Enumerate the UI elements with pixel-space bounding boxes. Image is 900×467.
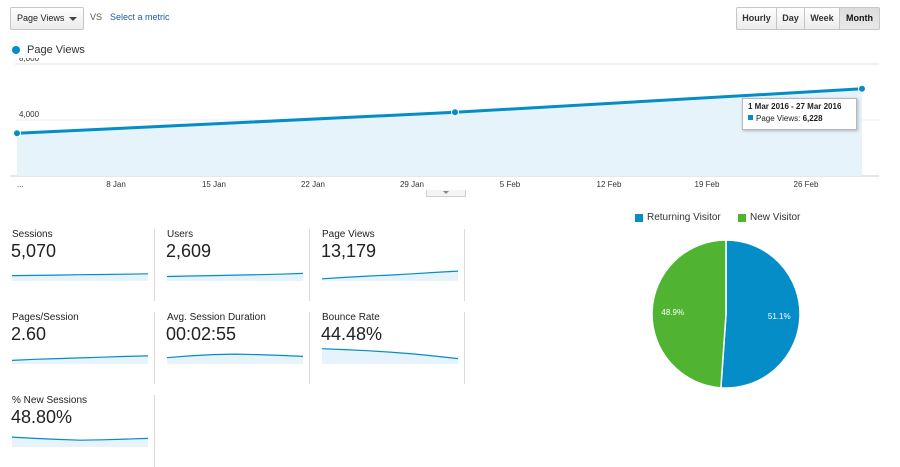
metric-value: 2,609 [166,241,212,261]
x-tick-label: ... [17,180,24,189]
metric-label: Bounce Rate [322,312,380,323]
data-point[interactable] [451,108,459,117]
x-tick-label: 29 Jan [400,180,424,189]
metric-label: Sessions [12,229,53,240]
metric-sparkline [11,436,149,447]
data-point[interactable] [13,129,21,138]
returning-visitor-legend-label: Returning Visitor [647,212,721,223]
chevron-down-icon [69,17,77,21]
month-button[interactable]: Month [839,7,880,30]
metric-dropdown[interactable]: Page Views [10,7,84,30]
page-views-chart: 8,000 4,000... 8 Jan 15 Jan 22 Jan 29 Jan 5 Fe… [10,58,879,189]
new-visitor-legend-marker [738,214,746,222]
metric-tile-new-sessions[interactable]: % New Sessions 48.80% [10,395,155,467]
y-tick-label: 8,000 [19,58,40,63]
tooltip-value: 6,228 [802,114,823,123]
metric-tile-sessions[interactable]: Sessions 5,070 [10,229,155,301]
series-area [17,88,862,176]
series-legend-label: Page Views [27,44,85,56]
returning-visitor-legend-marker [635,214,643,222]
sparkline-line [11,436,149,441]
chart-resize-handle[interactable] [426,190,466,197]
chevron-down-icon [443,191,449,194]
day-button[interactable]: Day [776,7,805,30]
week-button[interactable]: Week [804,7,840,30]
metric-label: Users [167,229,194,240]
chart-tooltip: 1 Mar 2016 - 27 Mar 2016 Page Views: 6,2… [742,98,857,130]
metric-sparkline [166,353,304,364]
data-point[interactable] [858,84,866,93]
metric-label: Page Views [322,229,375,240]
metric-sparkline [321,348,459,364]
metric-value: 44.48% [321,324,383,344]
x-tick-label: 15 Jan [202,180,226,189]
sparkline-line [321,270,459,280]
select-metric-link[interactable]: Select a metric [110,12,170,22]
x-tick-label: 19 Feb [695,180,720,189]
pie-slice[interactable] [651,239,727,389]
metric-tile-page-views[interactable]: Page Views 13,179 [320,229,465,301]
metric-sparkline [166,272,304,281]
metric-value: 5,070 [11,241,57,261]
sparkline-area [167,354,303,364]
series-legend-marker [12,46,20,54]
pie-slice-label: 48.9% [661,308,684,317]
x-tick-label: 5 Feb [500,180,521,189]
metric-dropdown-value: Page Views [17,13,65,23]
metric-label: Avg. Session Duration [167,312,266,323]
sparkline-area [12,355,148,364]
metric-value: 48.80% [11,407,73,427]
sparkline-area [322,348,458,364]
metric-sparkline [11,355,149,364]
metric-value: 00:02:55 [166,324,237,344]
visitor-type-pie-chart: 51.1% 48.9% [651,239,801,389]
metric-tile-bounce-rate[interactable]: Bounce Rate 44.48% [320,312,465,384]
tooltip-row: Page Views: 6,228 [748,114,851,123]
metric-sparkline [11,273,149,281]
x-tick-label: 12 Feb [597,180,622,189]
x-tick-label: 26 Feb [794,180,819,189]
metric-tile-pages-per-session[interactable]: Pages/Session 2.60 [10,312,155,384]
x-tick-label: 8 Jan [106,180,126,189]
sparkline-line [321,348,459,360]
tooltip-title: 1 Mar 2016 - 27 Mar 2016 [748,102,842,111]
vs-label: VS [90,12,103,22]
metric-value: 2.60 [11,324,47,344]
metric-sparkline [321,270,459,281]
pie-slice[interactable] [720,239,801,389]
new-visitor-legend-label: New Visitor [750,212,801,223]
hourly-button[interactable]: Hourly [736,7,777,30]
sparkline-area [167,273,303,281]
metric-tile-avg-session-duration[interactable]: Avg. Session Duration 00:02:55 [165,312,310,384]
sparkline-line [11,355,149,361]
tooltip-series-marker [748,115,753,120]
metric-label: % New Sessions [12,395,88,406]
sparkline-line [166,353,304,359]
metric-label: Pages/Session [12,312,79,323]
sparkline-line [11,273,149,277]
sparkline-line [166,272,304,278]
x-tick-label: 22 Jan [301,180,325,189]
pie-slice-label: 51.1% [768,312,791,321]
y-tick-label: 4,000 [19,110,40,119]
tooltip-label: Page Views: [756,114,801,123]
metric-value: 13,179 [321,241,377,261]
metric-tile-users[interactable]: Users 2,609 [165,229,310,301]
